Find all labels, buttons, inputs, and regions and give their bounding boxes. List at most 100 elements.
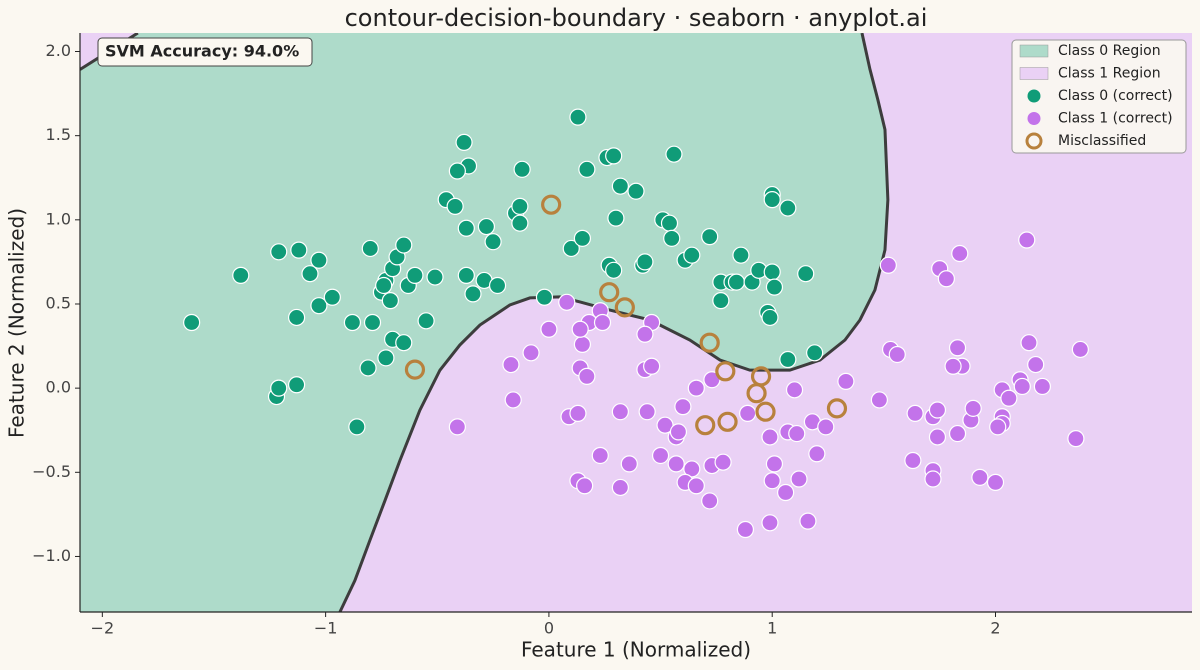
data-point bbox=[712, 292, 730, 310]
data-point bbox=[904, 451, 922, 470]
y-tick-label: 1.0 bbox=[46, 209, 71, 228]
data-point bbox=[504, 391, 522, 409]
legend-label: Class 1 Region bbox=[1058, 66, 1161, 82]
legend: Class 0 Region Class 1 Region Class 0 (cor… bbox=[1011, 39, 1187, 154]
data-point bbox=[761, 514, 779, 532]
legend-label: Misclassified bbox=[1058, 133, 1146, 149]
data-point bbox=[1000, 389, 1018, 407]
data-point bbox=[562, 239, 580, 258]
data-point bbox=[656, 416, 674, 434]
data-point bbox=[797, 265, 815, 283]
data-point bbox=[426, 268, 444, 286]
data-point bbox=[377, 349, 395, 367]
data-point bbox=[785, 381, 804, 399]
data-point bbox=[763, 191, 781, 209]
data-point bbox=[788, 424, 806, 443]
x-axis-label: Feature 1 (Normalized) bbox=[521, 638, 751, 662]
data-point bbox=[488, 276, 507, 295]
data-point bbox=[558, 293, 576, 311]
data-point bbox=[727, 273, 746, 291]
data-point bbox=[513, 160, 531, 178]
data-point bbox=[763, 263, 781, 281]
data-point bbox=[540, 320, 558, 338]
misclassified-point bbox=[541, 194, 562, 215]
legend-marker bbox=[1027, 112, 1041, 125]
misclassified-point bbox=[695, 415, 716, 436]
legend-swatch bbox=[1019, 44, 1049, 58]
data-point bbox=[395, 236, 413, 254]
data-point bbox=[701, 492, 719, 510]
x-tick-label: 0 bbox=[544, 619, 554, 638]
data-point bbox=[446, 197, 464, 215]
misclassified-point bbox=[755, 401, 776, 422]
data-point bbox=[687, 379, 705, 397]
legend-label: Class 0 (correct) bbox=[1058, 88, 1173, 104]
data-point bbox=[777, 483, 795, 502]
data-point bbox=[569, 108, 587, 126]
data-point bbox=[287, 376, 306, 394]
data-point bbox=[765, 455, 784, 473]
data-point bbox=[989, 418, 1007, 436]
data-point bbox=[837, 372, 855, 391]
data-point bbox=[739, 404, 757, 422]
data-point bbox=[310, 297, 328, 315]
y-tick-label: 1.5 bbox=[46, 125, 71, 144]
data-point bbox=[779, 350, 797, 369]
data-point bbox=[687, 477, 705, 495]
data-point bbox=[522, 344, 540, 362]
data-point bbox=[417, 312, 435, 330]
y-tick-label: −1.0 bbox=[32, 546, 71, 565]
data-point bbox=[951, 244, 969, 263]
legend-marker bbox=[1025, 132, 1043, 150]
data-point bbox=[578, 367, 596, 385]
data-point bbox=[484, 233, 502, 251]
data-point bbox=[790, 470, 808, 488]
legend-swatch bbox=[1019, 67, 1049, 80]
data-point bbox=[359, 359, 377, 377]
data-point bbox=[665, 145, 683, 163]
data-point bbox=[888, 345, 906, 364]
data-point bbox=[605, 147, 623, 165]
y-axis-label: Feature 2 (Normalized) bbox=[5, 208, 29, 438]
data-point bbox=[287, 308, 306, 327]
data-point bbox=[406, 266, 424, 284]
data-point bbox=[395, 334, 413, 352]
data-point bbox=[948, 339, 967, 357]
data-point bbox=[477, 217, 495, 236]
data-point bbox=[605, 261, 623, 279]
data-point bbox=[502, 355, 520, 374]
data-point bbox=[944, 357, 962, 375]
x-tick-label: −2 bbox=[91, 619, 115, 638]
data-point bbox=[1020, 334, 1038, 352]
data-point bbox=[363, 313, 382, 332]
data-point bbox=[611, 177, 629, 195]
data-point bbox=[964, 399, 982, 417]
data-point bbox=[576, 477, 594, 495]
data-point bbox=[660, 214, 679, 232]
data-point bbox=[343, 313, 362, 332]
data-point bbox=[290, 241, 308, 259]
data-point bbox=[736, 520, 755, 539]
class-0-region bbox=[80, 33, 888, 612]
data-point bbox=[817, 418, 835, 436]
misclassified-point bbox=[717, 411, 738, 432]
misclassified-point bbox=[404, 359, 426, 380]
data-point bbox=[761, 428, 779, 446]
data-point bbox=[578, 160, 596, 178]
data-point bbox=[870, 391, 888, 409]
data-point bbox=[1027, 355, 1045, 374]
y-tick-label: 0.5 bbox=[46, 293, 71, 312]
data-point bbox=[636, 325, 654, 343]
data-point bbox=[928, 401, 947, 419]
data-point bbox=[1071, 340, 1089, 359]
data-point bbox=[683, 460, 701, 478]
data-point bbox=[457, 266, 475, 284]
legend-label: Class 1 (correct) bbox=[1058, 111, 1173, 127]
data-point bbox=[674, 398, 692, 416]
data-point bbox=[638, 403, 656, 421]
data-point bbox=[375, 276, 393, 295]
data-point bbox=[667, 455, 685, 473]
data-point bbox=[310, 251, 328, 269]
data-point bbox=[535, 288, 554, 306]
data-point bbox=[270, 243, 288, 261]
